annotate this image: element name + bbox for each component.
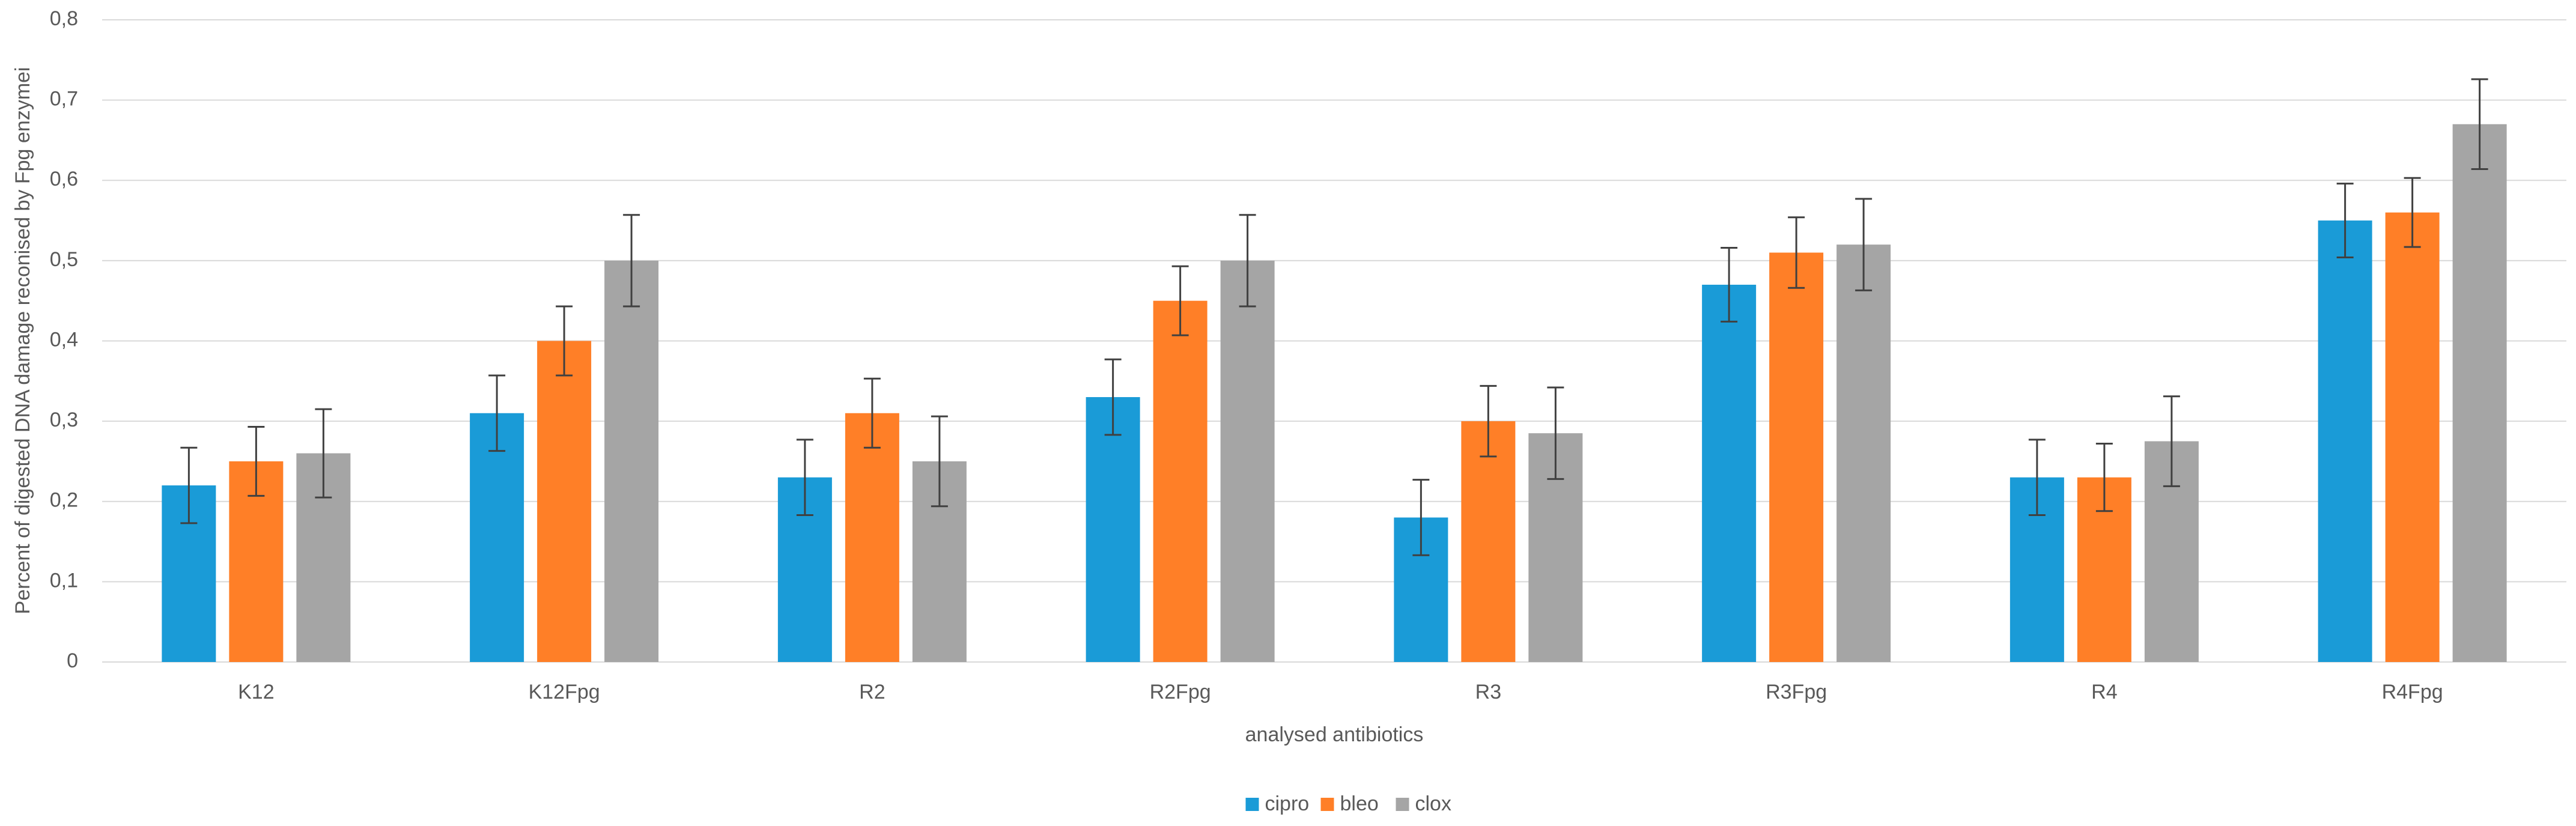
error-bar: [2404, 177, 2421, 248]
bar: [1086, 397, 1140, 662]
error-bar: [315, 408, 332, 499]
x-tick-label: R3: [1475, 681, 1501, 703]
error-bar: [863, 377, 881, 449]
y-tick-label: 0,5: [50, 248, 78, 271]
bar: [1769, 252, 1824, 662]
x-tick-label: R4: [2091, 681, 2117, 703]
bar: [604, 260, 659, 662]
error-bar: [2028, 439, 2046, 516]
bar: [470, 413, 524, 662]
error-bar: [2336, 183, 2354, 259]
bar: [2318, 220, 2372, 662]
legend-label: cipro: [1265, 792, 1310, 815]
error-bar: [1721, 246, 1738, 323]
y-tick-label: 0,1: [50, 569, 78, 592]
error-bar: [556, 305, 573, 377]
error-bar: [1104, 358, 1122, 436]
error-bar: [623, 214, 640, 308]
bar: [537, 341, 592, 662]
legend-swatch: [1245, 798, 1259, 811]
x-tick-label: R4Fpg: [2382, 681, 2443, 703]
x-axis-title: analysed antibiotics: [1245, 723, 1424, 746]
bar: [1836, 244, 1891, 662]
error-bar: [1239, 214, 1256, 308]
y-tick-label: 0,4: [50, 328, 78, 351]
x-tick-label: R2Fpg: [1150, 681, 1211, 703]
error-bar: [180, 446, 198, 524]
y-tick-label: 0,8: [50, 7, 78, 30]
x-tick-label: R2: [859, 681, 885, 703]
bar: [2385, 212, 2440, 662]
bar: [1153, 300, 1208, 662]
error-bar: [1855, 198, 1873, 291]
error-bar: [248, 425, 265, 497]
legend-swatch: [1396, 798, 1409, 811]
bar: [1702, 284, 1757, 662]
y-tick-label: 0: [67, 649, 78, 672]
error-bar: [1788, 216, 1805, 289]
error-bar: [796, 439, 813, 516]
bar: [845, 413, 899, 662]
x-tick-label: R3Fpg: [1766, 681, 1827, 703]
y-tick-label: 0,3: [50, 408, 78, 431]
error-bar: [2471, 78, 2488, 171]
legend-label: bleo: [1340, 792, 1379, 815]
error-bar: [1171, 265, 1189, 336]
error-bar: [2163, 395, 2180, 487]
bar: [1461, 421, 1516, 662]
error-bar: [1480, 384, 1497, 458]
x-tick-label: K12: [238, 681, 275, 703]
bar: [1220, 260, 1275, 662]
y-tick-label: 0,7: [50, 88, 78, 111]
y-axis-title: Percent of digested DNA damage reconised…: [11, 67, 34, 615]
bar: [2452, 124, 2507, 662]
error-bar: [1412, 479, 1430, 556]
error-bar: [2095, 443, 2113, 512]
error-bar: [931, 415, 948, 508]
legend-label: clox: [1415, 792, 1451, 815]
error-bar: [1547, 386, 1564, 480]
y-tick-label: 0,2: [50, 489, 78, 512]
y-tick-label: 0,6: [50, 168, 78, 190]
legend-swatch: [1320, 798, 1334, 811]
error-bar: [488, 374, 506, 452]
x-tick-label: K12Fpg: [529, 681, 600, 703]
